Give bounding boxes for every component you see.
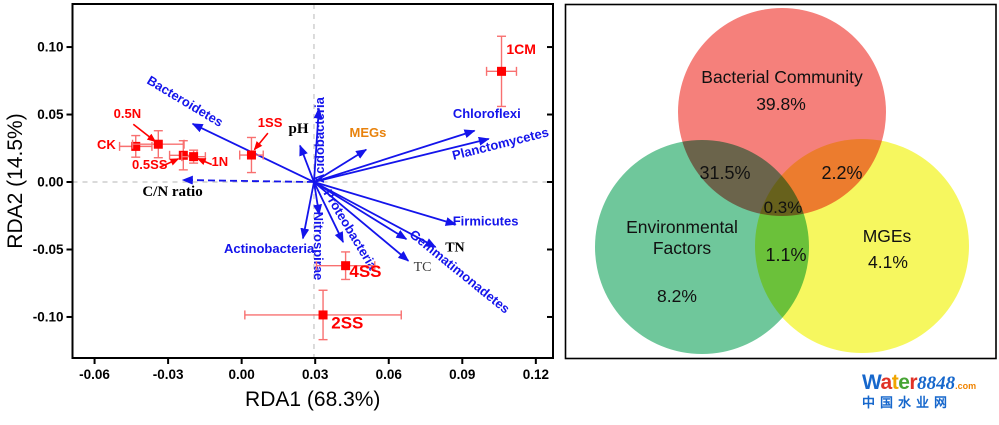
venn-set-value-bacterial-community: 39.8% (756, 94, 806, 114)
vector-label-firmicutes: Firmicutes (453, 213, 519, 228)
vector-label-chloroflexi: Chloroflexi (453, 106, 521, 121)
watermark-letter: r (909, 371, 918, 394)
watermark-letter: W (862, 371, 881, 394)
vector-label-tc: TC (414, 260, 432, 275)
sample-label-2ss: 2SS (331, 313, 363, 332)
vector-arrow-planctomycetes (313, 136, 490, 183)
vector-label-planctomycetes: Planctomycetes (451, 124, 551, 163)
sample-marker-ck (131, 141, 141, 151)
watermark-brand: Water8848.com (862, 372, 998, 393)
vector-label-actinobacteria: Actinobacteria (224, 241, 315, 256)
vector-arrow-tc (313, 181, 410, 262)
sample-label-1cm: 1CM (506, 41, 536, 57)
venn-circle-mges (755, 139, 969, 353)
sample-marker-0-5n (153, 139, 163, 149)
vector-arrow-ph (299, 144, 315, 183)
vector-label-c-n-ratio: C/N ratio (142, 184, 202, 200)
sample-marker-4ss (341, 261, 351, 271)
sample-label-1ss: 1SS (258, 115, 283, 130)
sample-ck: CK (97, 134, 153, 158)
vector-arrow-actinobacteria (300, 181, 315, 240)
watermark-logo: Water8848.com 中国水业网 (862, 372, 998, 409)
y-tick-label: -0.05 (33, 242, 64, 257)
venn-set-label-environmental-factors: Environmental (626, 217, 738, 237)
sample-1ss: 1SS (238, 115, 283, 174)
watermark-letter: t (891, 371, 899, 394)
x-tick-label: 0.03 (302, 367, 329, 382)
venn-overlap-value-all-three: 0.3% (764, 198, 803, 217)
x-tick-label: 0.06 (376, 367, 403, 382)
y-tick-label: -0.10 (33, 309, 64, 324)
vector-label-nitrospirae: Nitrospirae (311, 212, 326, 281)
venn-labels: Bacterial Community 39.8% EnvironmentalFac… (626, 67, 911, 306)
sample-marker-1cm (497, 66, 507, 76)
vector-arrow-gemmatimonadetes (313, 181, 408, 240)
vector-arrow-firmicutes (313, 181, 457, 226)
watermark-tld: .com (955, 381, 977, 391)
y-tick-label: 0.00 (37, 175, 63, 190)
watermark-letter: e (898, 371, 910, 394)
leader-arrow-1ss (253, 132, 269, 151)
venn-set-value-mges: 4.1% (868, 252, 908, 272)
watermark-letter: a (880, 371, 893, 394)
sample-marker-2ss (318, 310, 328, 320)
venn-diagram-panel: Bacterial Community 39.8% EnvironmentalFac… (564, 3, 997, 360)
vector-arrow-megs (313, 148, 368, 183)
sample-label-4ss: 4SS (349, 262, 381, 281)
x-tick-label: 0.12 (523, 367, 549, 382)
venn-set-label-environmental-factors: Factors (653, 238, 712, 258)
sample-label-0-5ss: 0.5SS (132, 157, 168, 172)
sample-label-ck: CK (97, 137, 116, 152)
venn-frame (564, 3, 997, 360)
venn-set-label-bacterial-community: Bacterial Community (701, 67, 863, 87)
sample-0-5n: 0.5N (114, 106, 185, 159)
vector-label-tn: TN (445, 241, 464, 256)
sample-2ss: 2SS (244, 289, 402, 341)
leader-arrow-0-5ss (160, 158, 180, 168)
y-tick-label: 0.05 (37, 107, 64, 122)
sample-label-1n: 1N (212, 154, 229, 169)
sample-1n: 1N (181, 149, 229, 169)
venn-circles (565, 4, 996, 359)
vector-label-acidobacteria: Acidobacteria (312, 96, 327, 183)
venn-set-label-mges: MGEs (863, 226, 912, 246)
venn-overlap-value-environmental-factors-mges: 1.1% (765, 245, 806, 265)
sample-label-0-5n: 0.5N (114, 106, 141, 121)
sample-points: CK 0.5N 0.5SS 1N 1SS 1CM 4SS 2SS (97, 35, 536, 341)
x-axis-title: RDA1 (68.3%) (245, 388, 380, 411)
vector-arrow-chloroflexi (313, 129, 476, 183)
sample-1cm: 1CM (485, 35, 536, 108)
y-axis-title: RDA2 (14.5%) (4, 113, 27, 248)
watermark-digits: 8848 (917, 373, 956, 394)
leader-arrow-0-5n (132, 123, 157, 143)
venn-circle-environmental-factors (595, 140, 809, 354)
x-tick-label: -0.03 (153, 367, 184, 382)
rda-biplot-panel: Bacteroidetes C/N ratio pH Acidobacteria MEG… (4, 3, 554, 411)
vector-label-bacteroidetes: Bacteroidetes (144, 73, 225, 130)
x-tick-label: 0.00 (229, 367, 255, 382)
watermark-chinese-text: 中国水业网 (862, 395, 953, 410)
vector-arrow-acidobacteria (313, 107, 323, 183)
venn-overlap-value-bacterial-community-mges: 2.2% (821, 163, 862, 183)
vector-label-ph: pH (289, 121, 309, 137)
y-tick-label: 0.10 (37, 40, 63, 55)
leader-arrow-1n (196, 157, 213, 166)
x-tick-label: 0.09 (449, 367, 475, 382)
vector-arrow-proteobacteria (313, 181, 344, 243)
sample-marker-1n (189, 152, 199, 162)
venn-overlap-value-bacterial-community-environmental-factors: 31.5% (699, 163, 750, 183)
vector-arrow-tn (313, 181, 437, 248)
sample-marker-0-5ss (178, 150, 188, 160)
sample-4ss: 4SS (315, 251, 382, 281)
x-tick-label: -0.06 (79, 367, 110, 382)
sample-marker-1ss (246, 150, 256, 160)
vector-arrow-nitrospirae (313, 181, 323, 216)
vector-label-megs: MEGs (349, 125, 386, 140)
venn-set-value-environmental-factors: 8.2% (657, 286, 697, 306)
axis-ticks: -0.06 -0.03 0.00 0.03 0.06 0.09 0.12 -0.10 -0.05… (33, 40, 553, 382)
plot-frame (71, 3, 554, 359)
